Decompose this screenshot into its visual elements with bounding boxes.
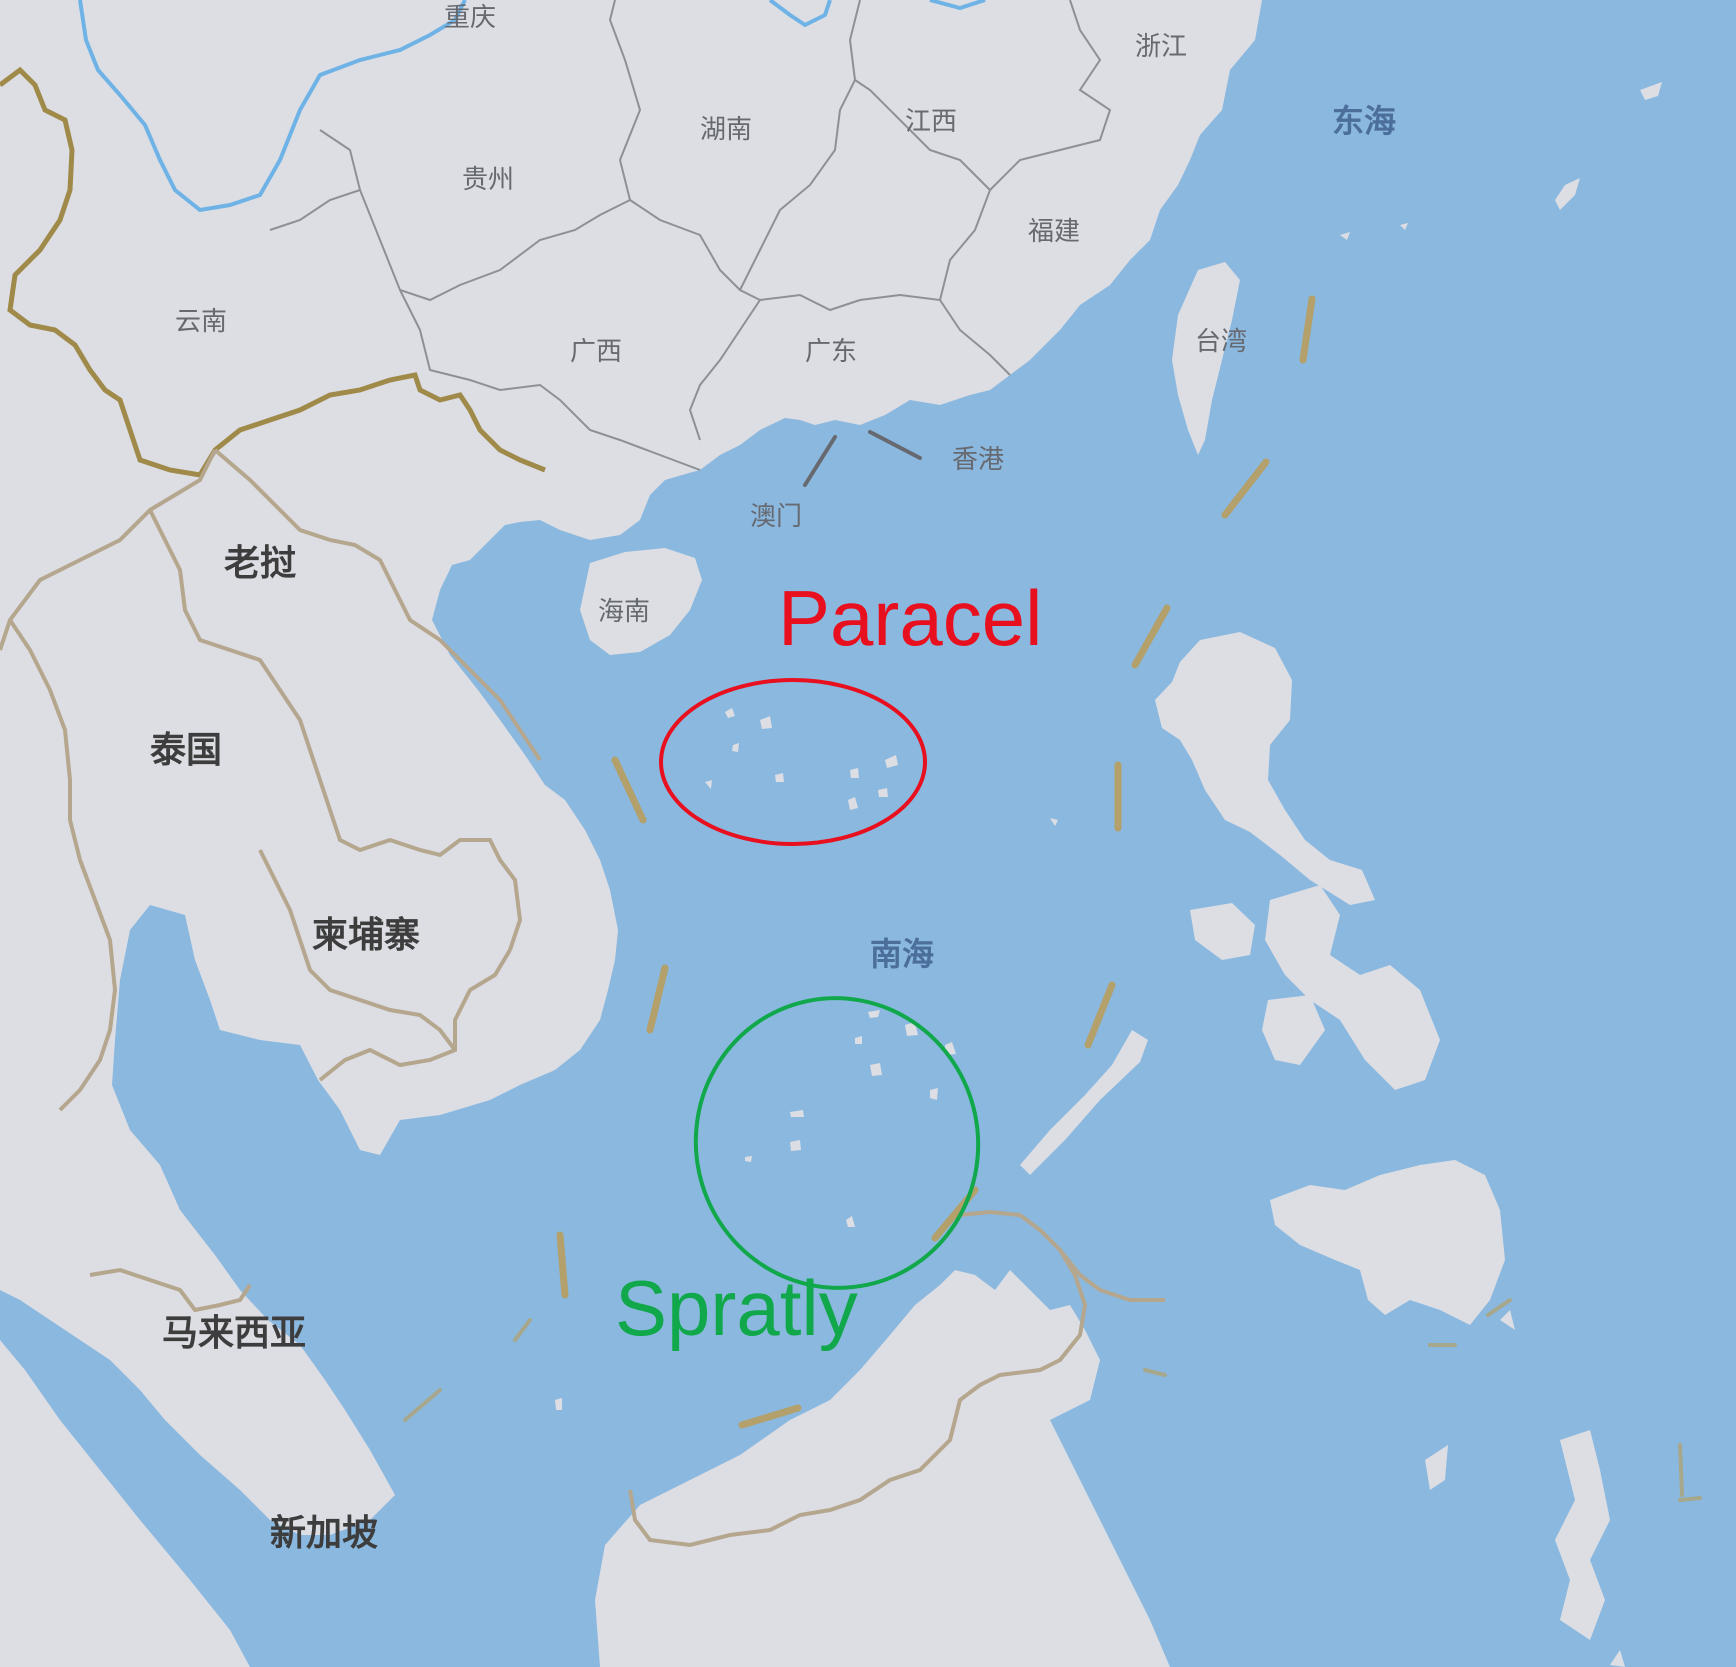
label-guangdong: 广东 bbox=[805, 337, 857, 367]
label-zhejiang: 浙江 bbox=[1135, 32, 1187, 62]
spratly-circle bbox=[693, 996, 981, 1290]
label-south-sea: 南海 bbox=[870, 935, 934, 973]
dash-5 bbox=[1084, 981, 1116, 1049]
label-guangxi: 广西 bbox=[570, 337, 622, 367]
mindanao-island bbox=[1270, 1160, 1505, 1325]
land-layer bbox=[0, 0, 1662, 1667]
dash-2 bbox=[1221, 458, 1270, 519]
label-hunan: 湖南 bbox=[700, 115, 752, 145]
borneo-island bbox=[595, 1270, 1170, 1667]
north-sea-islets bbox=[1425, 1310, 1515, 1490]
label-jiangxi: 江西 bbox=[905, 107, 957, 137]
label-singapore: 新加坡 bbox=[270, 1513, 378, 1554]
label-fujian: 福建 bbox=[1028, 217, 1080, 247]
sea-labels: 东海 南海 bbox=[870, 102, 1396, 973]
label-east-sea: 东海 bbox=[1332, 102, 1396, 140]
label-guizhou: 贵州 bbox=[462, 165, 514, 195]
dash-7 bbox=[738, 1404, 802, 1429]
label-chongqing: 重庆 bbox=[444, 3, 496, 33]
label-macau: 澳门 bbox=[750, 502, 802, 532]
label-malaysia: 马来西亚 bbox=[162, 1313, 306, 1354]
spratly-label: Spratly bbox=[615, 1264, 858, 1352]
dash-9 bbox=[646, 964, 669, 1034]
label-hainan: 海南 bbox=[598, 597, 650, 627]
china-border bbox=[0, 66, 546, 478]
label-yunnan: 云南 bbox=[175, 307, 227, 337]
paracel-label: Paracel bbox=[778, 574, 1042, 662]
panay-island bbox=[1262, 995, 1325, 1065]
luzon-island bbox=[1155, 632, 1375, 905]
hainan-island bbox=[580, 548, 702, 655]
nine-dash-line bbox=[556, 295, 1316, 1429]
yangtze-river bbox=[78, 0, 986, 213]
visayas-islands bbox=[1265, 885, 1440, 1090]
dash-8 bbox=[556, 1231, 569, 1299]
province-borders bbox=[269, 0, 1112, 471]
taiwan-island bbox=[1172, 262, 1240, 455]
label-laos: 老挝 bbox=[224, 543, 296, 584]
province-labels: 重庆 浙江 湖南 江西 贵州 福建 云南 广西 广东 台湾 香港 澳门 海南 bbox=[175, 3, 1247, 627]
dash-1 bbox=[1299, 295, 1316, 364]
dash-3 bbox=[1131, 604, 1171, 669]
faint-boundary-dashes bbox=[403, 1298, 1702, 1502]
label-hongkong: 香港 bbox=[952, 445, 1004, 475]
palawan-island bbox=[1020, 1030, 1148, 1175]
label-taiwan: 台湾 bbox=[1195, 327, 1247, 357]
mindoro-island bbox=[1190, 903, 1255, 960]
country-labels: 老挝 泰国 柬埔寨 马来西亚 新加坡 bbox=[150, 543, 420, 1554]
mainland-asia bbox=[0, 0, 1262, 1535]
label-cambodia: 柬埔寨 bbox=[312, 915, 420, 956]
paracel-circle bbox=[659, 678, 927, 846]
sulawesi-island bbox=[1555, 1430, 1610, 1640]
country-borders bbox=[0, 448, 1165, 1548]
label-thailand: 泰国 bbox=[150, 730, 222, 771]
hk-macau-connectors bbox=[803, 430, 922, 487]
dash-10 bbox=[611, 756, 647, 824]
sumatra-edge bbox=[0, 1340, 250, 1667]
